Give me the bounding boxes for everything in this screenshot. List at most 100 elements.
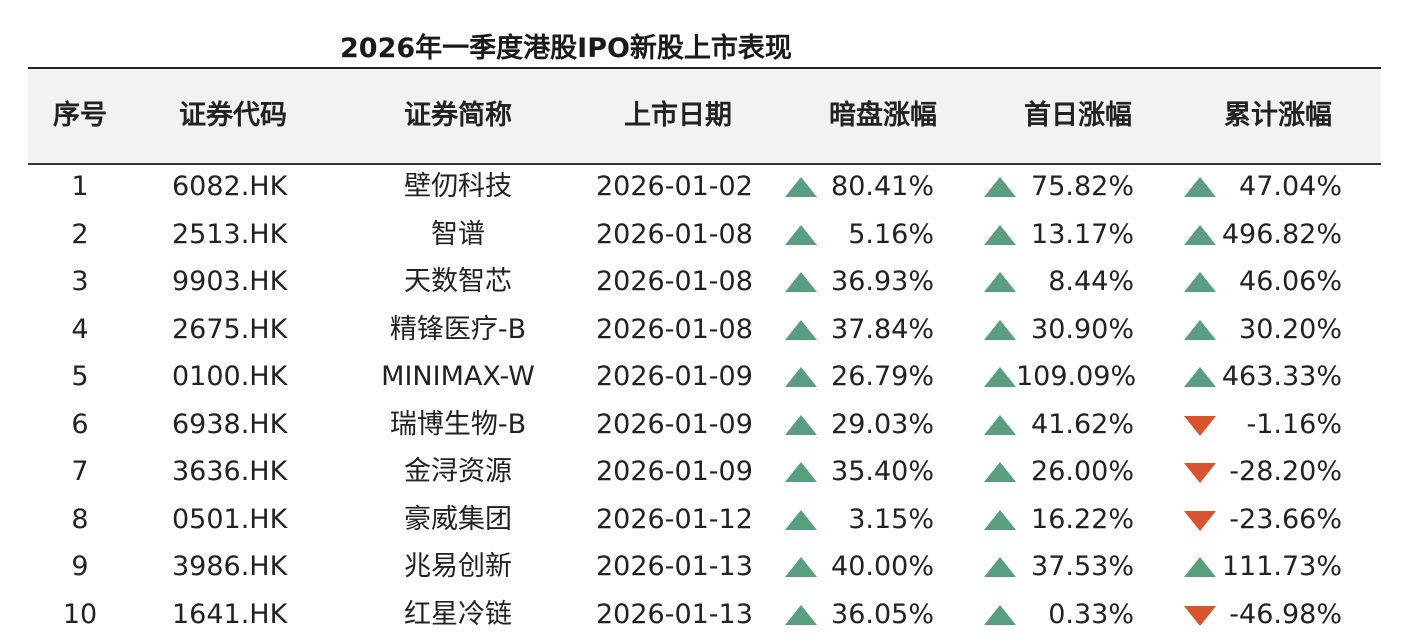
listing-date: 2026-01-13 xyxy=(596,598,753,630)
security-name: 壁仞科技 xyxy=(404,171,512,202)
security-code: 3636.HK xyxy=(172,456,288,487)
cumulative-change: 496.82% xyxy=(1221,218,1342,250)
triangle-down-icon xyxy=(1184,510,1216,531)
table-row: 3 9903.HK 天数智芯 2026-01-08 36.93% 8.44% 46.06% xyxy=(28,258,1381,306)
listing-date: 2026-01-09 xyxy=(596,408,753,440)
first-day-change: 16.22% xyxy=(1031,503,1134,535)
triangle-up-icon xyxy=(785,604,817,625)
cumulative-change: -23.66% xyxy=(1229,503,1342,535)
dark-change: 40.00% xyxy=(831,551,934,582)
triangle-up-icon xyxy=(1184,319,1216,340)
first-day-change: 0.33% xyxy=(1048,598,1134,630)
triangle-down-icon xyxy=(1184,605,1216,626)
row-no: 1 xyxy=(71,171,89,202)
table-title: 2026年一季度港股IPO新股上市表现 xyxy=(340,33,792,64)
triangle-up-icon xyxy=(984,557,1016,577)
first-day-change: 41.62% xyxy=(1031,408,1134,440)
triangle-up-icon xyxy=(984,604,1016,625)
first-day-change: 30.90% xyxy=(1031,313,1134,345)
listing-date: 2026-01-09 xyxy=(596,456,753,487)
triangle-up-icon xyxy=(785,272,817,292)
security-code: 0100.HK xyxy=(172,361,288,392)
listing-date: 2026-01-02 xyxy=(596,171,753,202)
security-code: 6938.HK xyxy=(172,408,288,440)
security-code: 2675.HK xyxy=(172,313,288,345)
row-no: 6 xyxy=(71,408,89,440)
row-no: 3 xyxy=(71,266,89,297)
security-code: 6082.HK xyxy=(172,171,288,202)
row-no: 7 xyxy=(71,456,89,487)
triangle-down-icon xyxy=(1184,415,1216,436)
first-day-change: 8.44% xyxy=(1048,266,1134,297)
triangle-up-icon xyxy=(984,224,1016,245)
cumulative-change: 46.06% xyxy=(1239,266,1342,297)
triangle-up-icon xyxy=(785,462,817,482)
row-no: 9 xyxy=(71,551,89,582)
table-row: 7 3636.HK 金浔资源 2026-01-09 35.40% 26.00% -28.20… xyxy=(28,448,1381,496)
row-no: 2 xyxy=(71,218,89,250)
triangle-up-icon xyxy=(785,367,817,387)
table-row: 8 0501.HK 豪威集团 2026-01-12 3.15% 16.22% -23.66% xyxy=(28,496,1381,544)
dark-change: 3.15% xyxy=(848,503,934,535)
triangle-up-icon xyxy=(785,414,817,435)
triangle-up-icon xyxy=(1184,177,1216,197)
header-name: 证券简称 xyxy=(404,100,512,131)
row-no: 8 xyxy=(71,503,89,535)
security-code: 2513.HK xyxy=(172,218,288,250)
triangle-up-icon xyxy=(785,509,817,530)
cumulative-change: 463.33% xyxy=(1221,361,1342,392)
first-day-change: 75.82% xyxy=(1031,171,1134,202)
security-code: 9903.HK xyxy=(172,266,288,297)
security-name: 智谱 xyxy=(431,218,485,250)
security-code: 0501.HK xyxy=(172,503,288,535)
listing-date: 2026-01-09 xyxy=(596,361,753,392)
security-name: 红星冷链 xyxy=(404,598,512,630)
header-dark-change: 暗盘涨幅 xyxy=(829,100,937,131)
table-row: 6 6938.HK 瑞博生物-B 2026-01-09 29.03% 41.62% -1.1… xyxy=(28,401,1381,449)
triangle-up-icon xyxy=(1184,224,1216,245)
first-day-change: 37.53% xyxy=(1031,551,1134,582)
cumulative-change: -46.98% xyxy=(1229,598,1342,630)
security-name: 豪威集团 xyxy=(404,503,512,535)
triangle-up-icon xyxy=(1184,272,1216,292)
security-name: 精锋医疗-B xyxy=(389,313,527,345)
triangle-up-icon xyxy=(984,462,1016,482)
triangle-up-icon xyxy=(984,367,1016,387)
first-day-change: 26.00% xyxy=(1031,456,1134,487)
dark-change: 26.79% xyxy=(831,361,934,392)
table-header: 序号 证券代码 证券简称 上市日期 暗盘涨幅 首日涨幅 累计涨幅 xyxy=(28,67,1381,165)
triangle-up-icon xyxy=(785,557,817,577)
triangle-down-icon xyxy=(1184,463,1216,483)
listing-date: 2026-01-13 xyxy=(596,551,753,582)
header-cumulative-change: 累计涨幅 xyxy=(1224,100,1332,131)
listing-date: 2026-01-12 xyxy=(596,503,753,535)
security-name: 天数智芯 xyxy=(404,266,512,297)
triangle-up-icon xyxy=(1184,557,1216,577)
row-no: 5 xyxy=(71,361,89,392)
dark-change: 80.41% xyxy=(831,171,934,202)
triangle-up-icon xyxy=(1184,367,1216,387)
cumulative-change: 47.04% xyxy=(1239,171,1342,202)
table-row: 1 6082.HK 壁仞科技 2026-01-02 80.41% 75.82% 47.04% xyxy=(28,163,1381,211)
triangle-up-icon xyxy=(984,319,1016,340)
header-code: 证券代码 xyxy=(179,100,287,131)
triangle-up-icon xyxy=(785,319,817,340)
table-row: 5 0100.HK MINIMAX-W 2026-01-09 26.79% 109.09%… xyxy=(28,353,1381,401)
listing-date: 2026-01-08 xyxy=(596,266,753,297)
triangle-up-icon xyxy=(785,177,817,197)
cumulative-change: 30.20% xyxy=(1239,313,1342,345)
row-no: 4 xyxy=(71,313,89,345)
first-day-change: 13.17% xyxy=(1031,218,1134,250)
security-code: 3986.HK xyxy=(172,551,288,582)
security-name: 瑞博生物-B xyxy=(389,408,527,440)
table-row: 10 1641.HK 红星冷链 2026-01-13 36.05% 0.33% -46.98… xyxy=(28,591,1381,639)
security-name: 兆易创新 xyxy=(404,551,512,582)
cumulative-change: 111.73% xyxy=(1221,551,1342,582)
table-row: 2 2513.HK 智谱 2026-01-08 5.16% 13.17% 496.82% xyxy=(28,211,1381,259)
security-code: 1641.HK xyxy=(172,598,288,630)
table-row: 4 2675.HK 精锋医疗-B 2026-01-08 37.84% 30.90% 30.2… xyxy=(28,306,1381,354)
triangle-up-icon xyxy=(984,509,1016,530)
security-name: MINIMAX-W xyxy=(381,361,535,392)
cumulative-change: -28.20% xyxy=(1229,456,1342,487)
dark-change: 5.16% xyxy=(848,218,934,250)
